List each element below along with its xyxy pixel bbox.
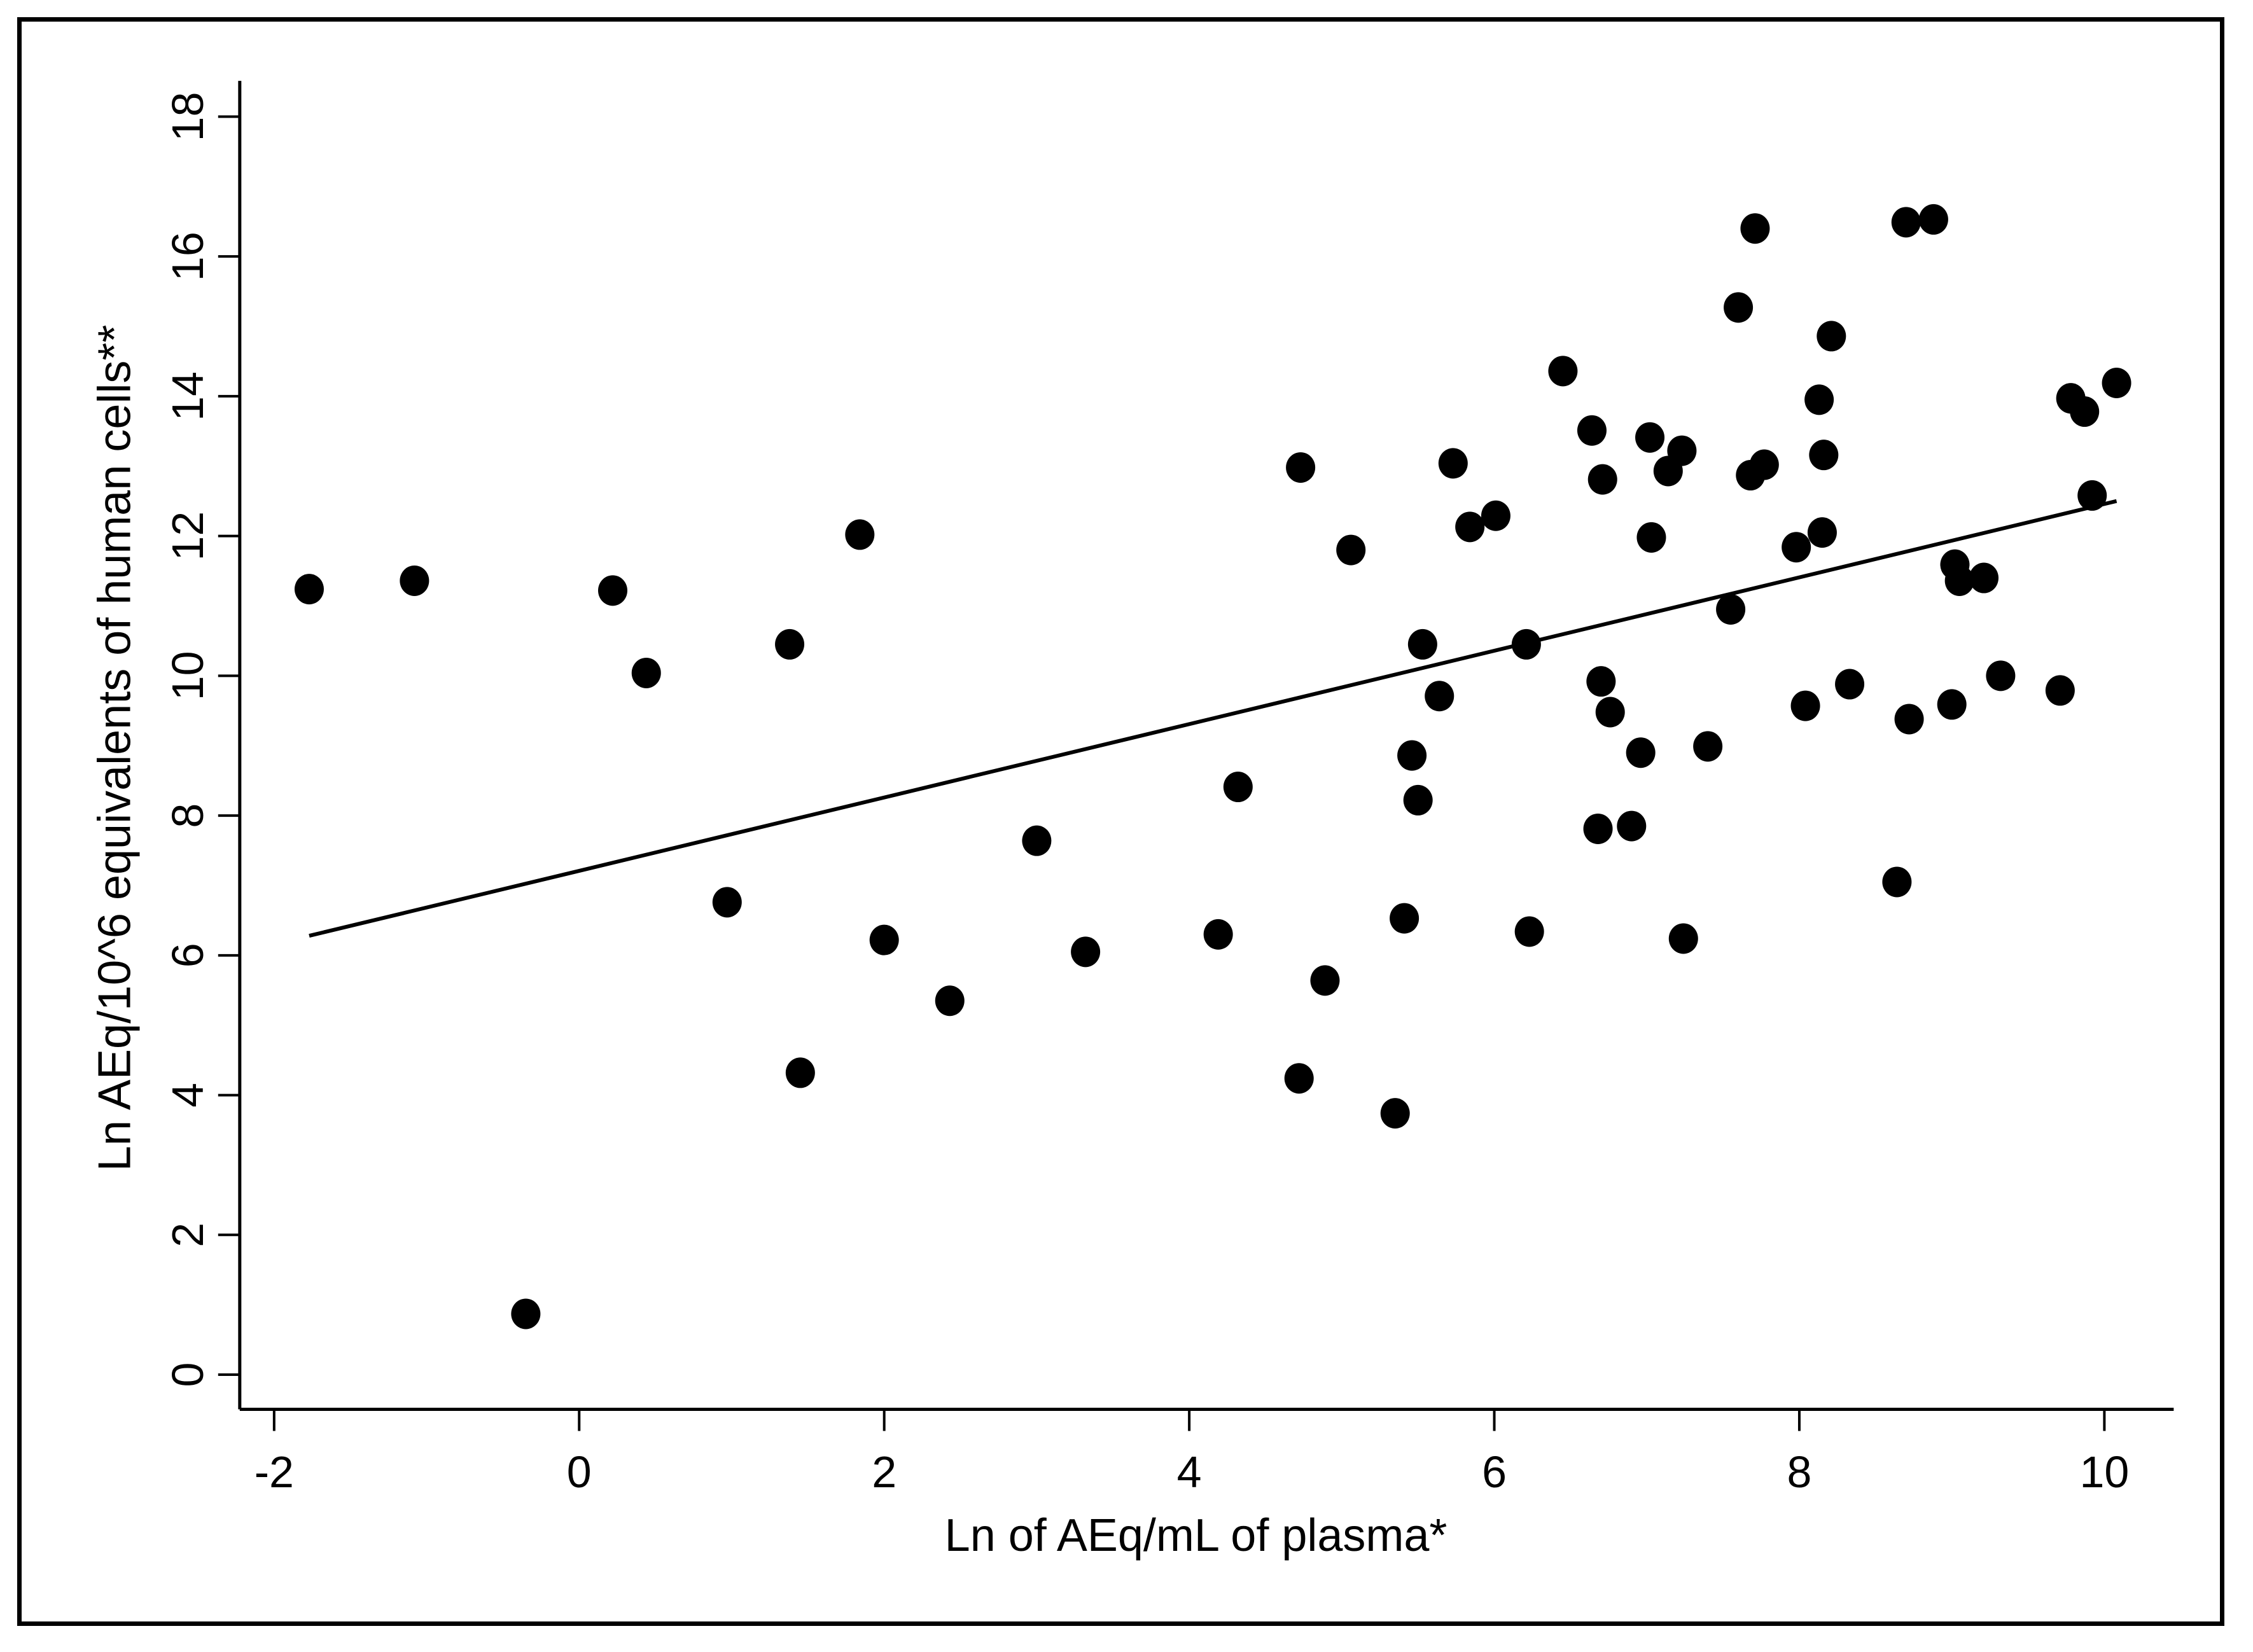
data-point: [1807, 517, 1837, 548]
data-point: [1390, 903, 1419, 934]
data-point: [1514, 916, 1544, 947]
data-point: [845, 519, 875, 550]
data-point: [1693, 731, 1723, 762]
data-point: [1809, 440, 1839, 471]
data-point: [1740, 213, 1770, 244]
data-point: [1511, 628, 1541, 660]
data-point: [1894, 704, 1924, 735]
y-tick-label: 4: [163, 1083, 213, 1107]
data-point: [1403, 784, 1433, 816]
data-point: [1595, 697, 1625, 728]
y-tick-label: 14: [163, 371, 213, 421]
y-axis-title: Ln AEq/10^6 equivalents of human cells**: [89, 325, 140, 1172]
data-point: [1882, 866, 1912, 898]
data-point: [1724, 292, 1754, 323]
y-tick-label: 10: [163, 651, 213, 700]
data-point: [2077, 480, 2107, 511]
data-point: [1586, 666, 1616, 697]
fit-line: [309, 499, 2117, 938]
data-point: [1749, 449, 1779, 480]
data-point: [1667, 435, 1697, 466]
data-point: [1284, 1063, 1314, 1094]
y-tick-label: 0: [163, 1363, 213, 1387]
data-point: [1071, 936, 1101, 968]
data-point: [1790, 690, 1820, 721]
data-point: [785, 1057, 815, 1088]
data-point: [1617, 810, 1647, 842]
data-point: [1782, 532, 1811, 563]
data-point: [1804, 384, 1834, 415]
data-point: [2045, 675, 2075, 706]
data-point: [1203, 919, 1233, 950]
data-point: [400, 565, 429, 596]
regression-line: [309, 499, 2117, 938]
y-tick-label: 6: [163, 943, 213, 968]
data-point: [1716, 593, 1746, 625]
y-tick-label: 8: [163, 803, 213, 828]
data-point: [1380, 1098, 1410, 1129]
data-point: [1583, 813, 1613, 844]
data-point: [598, 575, 628, 606]
data-point: [935, 985, 965, 1017]
x-tick-label: 4: [1177, 1447, 1202, 1497]
x-tick-label: -2: [255, 1447, 294, 1497]
data-point: [1635, 422, 1665, 453]
data-point: [1397, 740, 1427, 771]
y-tick-label: 16: [163, 232, 213, 281]
data-point: [1223, 772, 1253, 803]
data-point: [1438, 448, 1468, 479]
data-point: [1835, 669, 1865, 700]
data-point: [1891, 207, 1921, 238]
data-point: [1969, 562, 1999, 593]
data-point: [1022, 825, 1052, 856]
data-point: [1937, 689, 1967, 720]
x-axis-title: Ln of AEq/mL of plasma*: [945, 1510, 1447, 1561]
data-point: [869, 924, 899, 955]
data-point: [1668, 923, 1698, 954]
x-tick-label: 6: [1482, 1447, 1507, 1497]
data-point: [1577, 415, 1607, 446]
data-point: [1425, 681, 1454, 712]
data-point: [1481, 500, 1510, 531]
data-point: [1636, 522, 1666, 553]
data-point: [1286, 452, 1316, 483]
data-point: [1626, 737, 1656, 768]
figure-frame: [17, 17, 2224, 1626]
x-tick-label: 8: [1787, 1447, 1811, 1497]
y-tick-label: 2: [163, 1223, 213, 1247]
data-point: [2070, 396, 2100, 427]
data-point: [1944, 565, 1974, 596]
axis-labels: 0 2 4 6 8 10 12 14 16 18 -2 0 2 4 6 8 10 Ln of AEq/mL of …: [89, 92, 2129, 1561]
data-point: [1918, 204, 1948, 235]
data-point: [2102, 368, 2131, 399]
y-tick-label: 12: [163, 511, 213, 561]
axes: [218, 81, 2174, 1431]
data-point: [1587, 464, 1617, 495]
data-point: [1407, 628, 1437, 660]
data-points: [294, 204, 2131, 1329]
y-tick-label: 18: [163, 92, 213, 141]
data-point: [775, 628, 805, 660]
data-point: [1986, 660, 2016, 691]
x-tick-label: 10: [2079, 1447, 2129, 1497]
x-tick-label: 0: [567, 1447, 592, 1497]
data-point: [631, 657, 661, 688]
data-point: [294, 574, 324, 605]
data-point: [1455, 511, 1485, 543]
data-point: [1817, 321, 1846, 352]
data-point: [1548, 356, 1578, 387]
data-point: [1310, 965, 1340, 996]
data-point: [511, 1298, 541, 1329]
data-point: [712, 887, 742, 918]
x-tick-label: 2: [872, 1447, 896, 1497]
data-point: [1336, 534, 1366, 566]
